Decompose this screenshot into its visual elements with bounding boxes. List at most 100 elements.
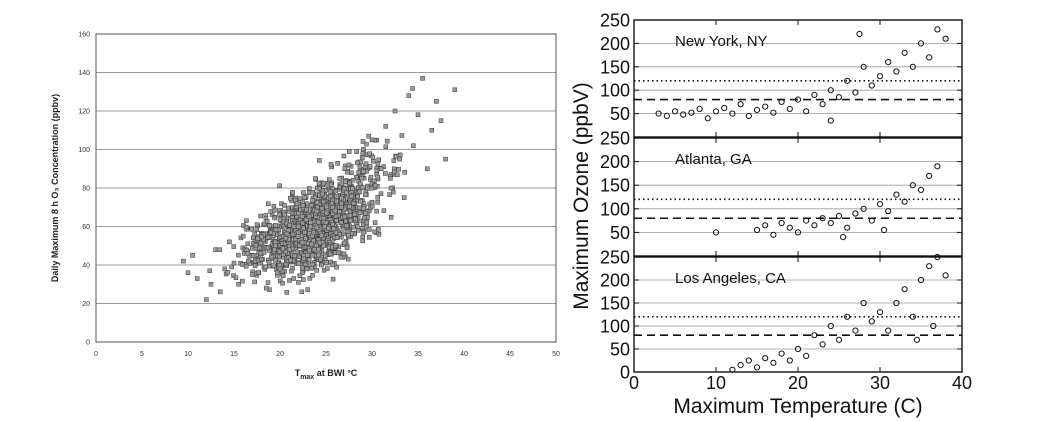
data-point bbox=[860, 299, 867, 307]
data-point bbox=[360, 139, 366, 144]
data-point bbox=[305, 253, 310, 258]
data-point bbox=[885, 208, 892, 215]
data-point bbox=[347, 213, 353, 218]
data-point bbox=[811, 222, 818, 229]
data-point bbox=[811, 332, 818, 339]
data-point bbox=[369, 203, 375, 209]
data-point bbox=[332, 208, 338, 214]
y-tick-label: 40 bbox=[82, 263, 90, 270]
y-tick-label: 0 bbox=[86, 340, 90, 347]
data-point bbox=[322, 224, 327, 229]
x-tick-label: 40 bbox=[952, 373, 972, 393]
data-point bbox=[378, 166, 384, 172]
data-point bbox=[273, 223, 278, 228]
data-point bbox=[704, 115, 711, 122]
data-point bbox=[901, 198, 908, 205]
data-point bbox=[266, 260, 272, 265]
data-point bbox=[304, 207, 309, 212]
data-point bbox=[334, 218, 339, 223]
data-point bbox=[310, 190, 315, 195]
data-point bbox=[402, 170, 407, 175]
data-point bbox=[376, 157, 381, 163]
data-point bbox=[396, 167, 401, 172]
data-point bbox=[252, 231, 258, 237]
x-tick-label: 15 bbox=[230, 351, 238, 358]
x-tick-label: 25 bbox=[322, 351, 330, 358]
data-point bbox=[291, 276, 297, 281]
data-point bbox=[369, 137, 375, 143]
data-point bbox=[397, 156, 402, 162]
data-point bbox=[330, 205, 335, 210]
data-point bbox=[323, 220, 329, 225]
data-point bbox=[753, 226, 761, 234]
y-tick-label: 0 bbox=[620, 363, 630, 383]
data-point bbox=[333, 213, 339, 219]
data-point bbox=[307, 276, 313, 281]
data-point bbox=[265, 245, 271, 251]
data-point bbox=[770, 231, 777, 238]
data-point bbox=[244, 218, 249, 223]
data-point bbox=[318, 256, 323, 262]
data-point bbox=[334, 264, 339, 270]
data-point bbox=[860, 63, 867, 70]
data-point bbox=[296, 211, 301, 216]
data-point bbox=[301, 277, 306, 282]
data-point bbox=[181, 258, 186, 264]
data-point bbox=[236, 282, 241, 287]
data-point bbox=[217, 247, 222, 252]
data-point bbox=[397, 152, 403, 158]
panel-title: Atlanta, GA bbox=[675, 151, 752, 168]
data-point bbox=[245, 251, 251, 256]
data-point bbox=[827, 219, 834, 227]
data-points bbox=[655, 26, 949, 124]
data-point bbox=[194, 276, 200, 281]
data-point bbox=[786, 357, 793, 364]
data-point bbox=[330, 221, 335, 227]
data-point bbox=[310, 253, 315, 258]
data-point bbox=[696, 105, 703, 113]
data-point bbox=[375, 194, 380, 200]
data-point bbox=[372, 220, 378, 225]
data-point bbox=[316, 219, 321, 225]
data-point bbox=[342, 240, 347, 246]
y-tick-label: 50 bbox=[610, 223, 630, 243]
data-point bbox=[359, 175, 365, 181]
data-point bbox=[250, 272, 255, 277]
y-axis-label: Daily Maximum 8 h O₃ Concentration (ppbv… bbox=[50, 94, 60, 282]
data-point bbox=[401, 195, 407, 200]
data-point bbox=[926, 172, 933, 179]
data-point bbox=[316, 180, 322, 186]
data-point bbox=[327, 193, 333, 199]
data-point bbox=[358, 198, 363, 204]
data-point bbox=[901, 286, 908, 293]
data-point bbox=[840, 234, 847, 241]
data-point bbox=[917, 276, 925, 284]
data-point bbox=[252, 279, 257, 285]
data-point bbox=[314, 225, 320, 230]
data-point bbox=[371, 158, 376, 164]
data-point bbox=[252, 263, 258, 269]
data-point bbox=[343, 218, 349, 224]
data-point bbox=[926, 263, 933, 270]
data-point bbox=[285, 255, 291, 261]
data-point bbox=[259, 256, 264, 262]
data-point bbox=[271, 263, 276, 268]
data-point bbox=[269, 254, 275, 260]
x-tick-label: 40 bbox=[460, 351, 468, 358]
data-point bbox=[258, 240, 264, 246]
data-point bbox=[284, 290, 290, 295]
y-tick-label: 60 bbox=[82, 224, 90, 231]
data-point bbox=[332, 243, 338, 249]
data-point bbox=[243, 263, 249, 269]
data-point bbox=[217, 289, 223, 295]
data-point bbox=[794, 229, 802, 236]
data-point bbox=[330, 211, 336, 216]
data-point bbox=[745, 112, 752, 120]
x-tick-label: 5 bbox=[140, 351, 144, 358]
data-point bbox=[347, 149, 352, 154]
data-point bbox=[375, 161, 381, 167]
data-point bbox=[827, 87, 834, 94]
data-point bbox=[346, 256, 351, 262]
data-point bbox=[942, 272, 949, 279]
data-point bbox=[333, 188, 339, 194]
